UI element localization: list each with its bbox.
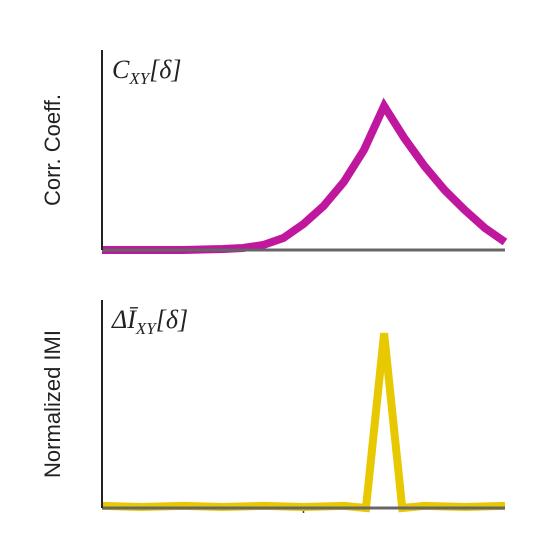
line	[101, 332, 506, 513]
annotation-sub: XY	[128, 69, 150, 88]
annotation: ΔĪXY[δ]	[111, 305, 188, 338]
annotation-sub: XY	[135, 319, 157, 338]
annotation-suffix: [δ]	[149, 55, 181, 84]
y-axis-label: Normalized IMI	[40, 330, 65, 478]
line	[102, 97, 508, 254]
y-axis-label: Corr. Coeff.	[40, 94, 65, 206]
annotation-main: C	[112, 55, 130, 84]
annotation: CXY[δ]	[112, 55, 182, 88]
annotation-main: ΔĪ	[111, 305, 138, 334]
annotation-suffix: [δ]	[156, 305, 188, 334]
